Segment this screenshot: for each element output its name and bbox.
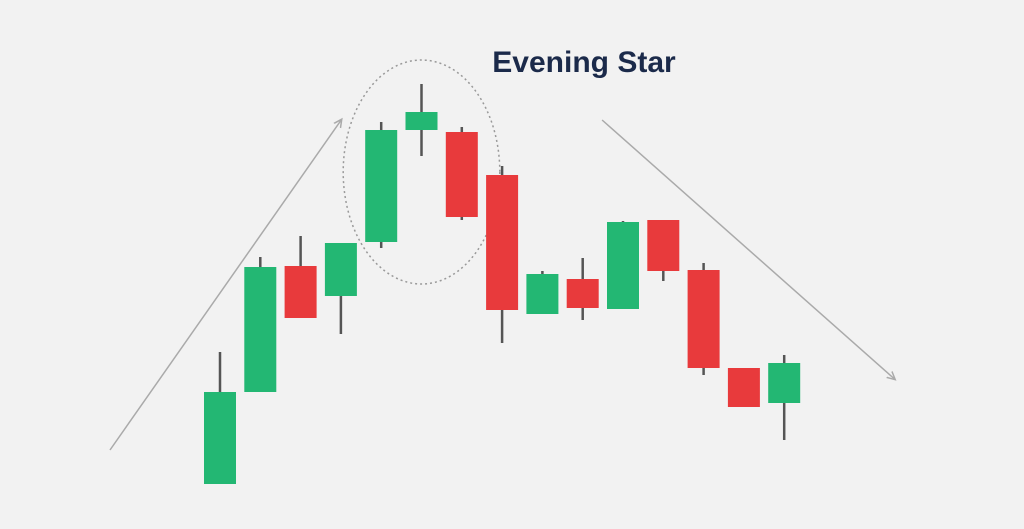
candle-4-body — [324, 243, 357, 296]
candle-1 — [204, 352, 236, 484]
candle-6-body — [405, 112, 438, 130]
candle-5-body — [365, 130, 398, 242]
downtrend-arrow — [601, 119, 894, 379]
candle-15-body — [768, 363, 801, 403]
candle-9-body — [526, 274, 559, 314]
candle-8-body — [486, 175, 519, 310]
candle-13-body — [687, 270, 720, 368]
candle-6 — [405, 84, 438, 156]
candle-3-body — [284, 266, 317, 318]
candle-1-body — [204, 392, 236, 484]
trend-arrows — [109, 119, 895, 451]
candle-13 — [687, 263, 720, 375]
candle-11-body — [607, 222, 639, 309]
candles — [204, 84, 801, 484]
candle-7-body — [445, 132, 478, 217]
candle-15 — [768, 355, 801, 440]
candle-14-body — [727, 368, 760, 407]
candle-11 — [607, 221, 639, 309]
chart-title: Evening Star — [492, 46, 676, 79]
candle-14 — [727, 368, 760, 407]
candle-4 — [324, 243, 357, 334]
candle-12 — [647, 220, 680, 281]
candle-2 — [244, 257, 277, 392]
candle-12-body — [647, 220, 680, 271]
candle-2-body — [244, 267, 277, 392]
highlight-layer — [342, 59, 501, 285]
candle-5 — [365, 122, 398, 248]
candle-3 — [284, 236, 317, 318]
candle-9 — [526, 271, 559, 314]
candle-10 — [566, 258, 599, 320]
evening-star-highlight-ellipse — [342, 59, 501, 285]
uptrend-arrow — [109, 120, 341, 451]
candle-10-body — [566, 279, 599, 308]
candle-7 — [445, 127, 478, 220]
candle-8 — [486, 166, 519, 343]
